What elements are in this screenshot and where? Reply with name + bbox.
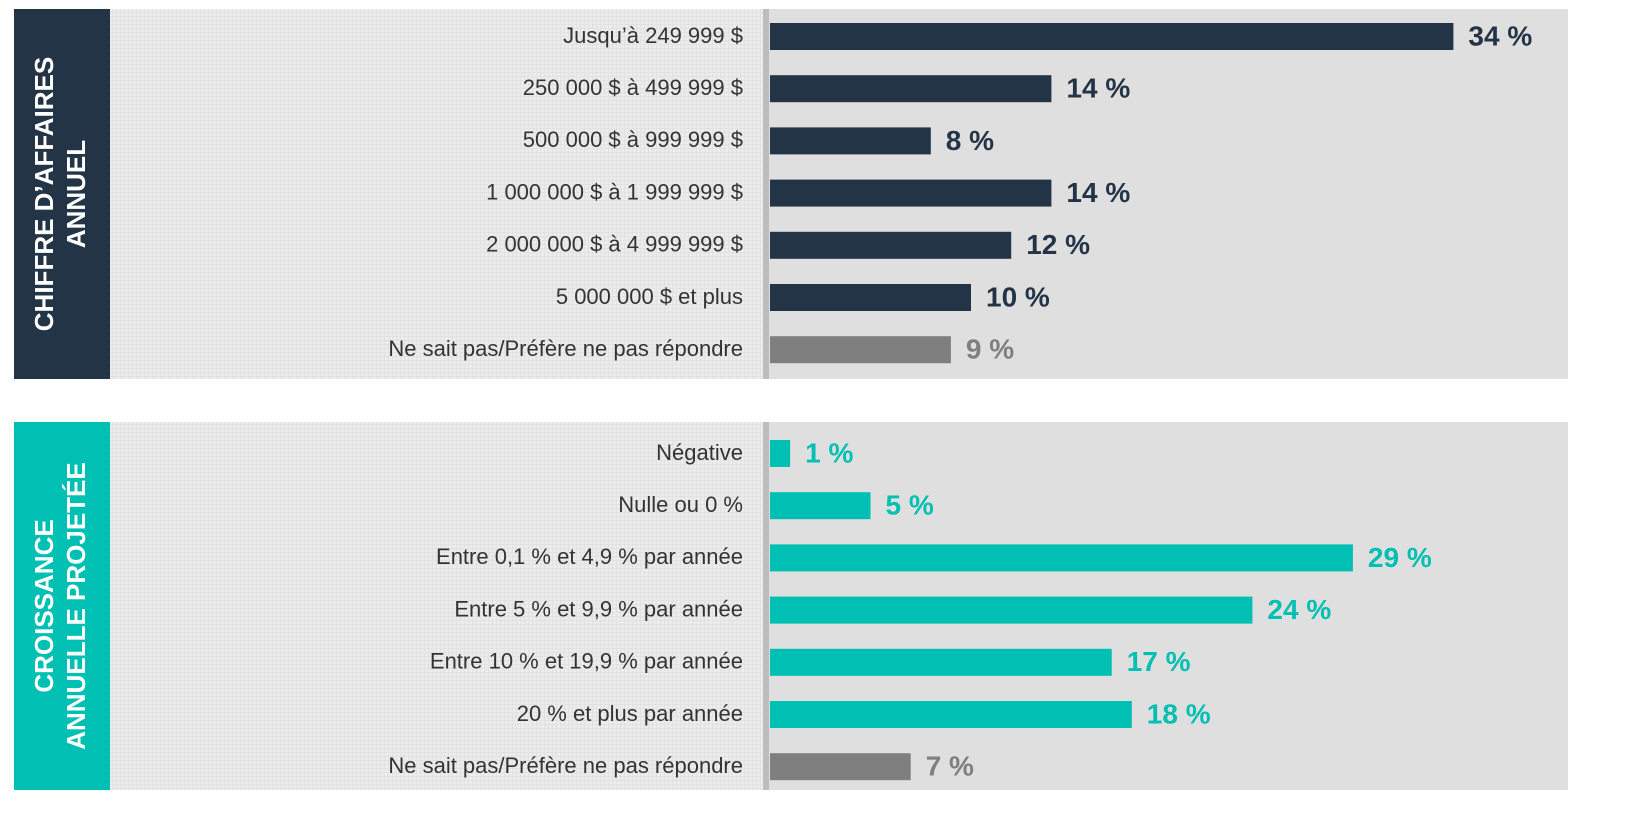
category-label: Entre 0,1 % et 4,9 % par année: [436, 544, 743, 569]
panel-title: CROISSANCE: [29, 519, 59, 692]
title-band: [14, 422, 110, 790]
bar: [770, 23, 1454, 50]
category-label: Ne sait pas/Préfère ne pas répondre: [388, 753, 743, 778]
category-label: 2 000 000 $ à 4 999 999 $: [486, 232, 743, 257]
category-label: Nulle ou 0 %: [618, 492, 743, 517]
value-label: 9 %: [966, 334, 1014, 365]
title-band: [14, 9, 110, 379]
category-label: 250 000 $ à 499 999 $: [523, 75, 743, 100]
value-label: 34 %: [1468, 20, 1532, 51]
value-label: 14 %: [1066, 177, 1130, 208]
panel-title: ANNUELLE PROJETÉE: [61, 462, 91, 750]
bar: [770, 179, 1052, 207]
bar: [770, 492, 871, 520]
value-label: 1 %: [805, 437, 853, 468]
value-label: 5 %: [886, 490, 934, 521]
panel-title: ANNUEL: [61, 140, 91, 248]
bar: [770, 336, 951, 364]
value-label: 29 %: [1368, 542, 1432, 573]
category-label: Entre 10 % et 19,9 % par année: [430, 649, 743, 674]
divider: [763, 9, 769, 379]
bar: [770, 75, 1052, 103]
value-label: 12 %: [1026, 229, 1090, 260]
value-label: 10 %: [986, 281, 1050, 312]
category-label: 5 000 000 $ et plus: [556, 284, 743, 309]
value-label: 7 %: [926, 751, 974, 782]
bar: [770, 127, 931, 155]
bar: [770, 440, 791, 467]
category-label: 20 % et plus par année: [517, 701, 743, 726]
value-label: 18 %: [1147, 698, 1211, 729]
bar: [770, 596, 1253, 624]
bar: [770, 544, 1353, 572]
bar: [770, 284, 971, 311]
value-label: 17 %: [1127, 646, 1191, 677]
category-label: Négative: [656, 440, 743, 465]
label-area: [110, 422, 763, 790]
bar: [770, 231, 1012, 259]
bar: [770, 701, 1132, 728]
value-label: 8 %: [946, 125, 994, 156]
value-label: 14 %: [1066, 73, 1130, 104]
category-label: Entre 5 % et 9,9 % par année: [454, 596, 743, 621]
value-label: 24 %: [1267, 594, 1331, 625]
category-label: 500 000 $ à 999 999 $: [523, 127, 743, 152]
category-label: Ne sait pas/Préfère ne pas répondre: [388, 336, 743, 361]
divider: [763, 422, 769, 790]
category-label: 1 000 000 $ à 1 999 999 $: [486, 179, 743, 204]
bar: [770, 753, 911, 781]
category-label: Jusqu’à 249 999 $: [563, 23, 743, 48]
bar: [770, 648, 1112, 676]
panel-title: CHIFFRE D’AFFAIRES: [29, 57, 59, 331]
label-area: [110, 9, 763, 379]
